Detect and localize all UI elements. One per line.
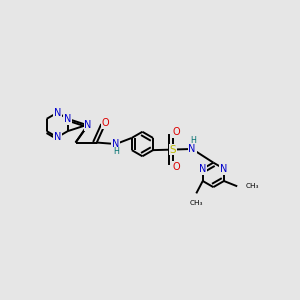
Text: H: H	[113, 147, 119, 156]
Text: N: N	[64, 114, 71, 124]
Text: CH₃: CH₃	[190, 200, 203, 206]
Text: N: N	[84, 119, 92, 130]
Text: O: O	[173, 162, 180, 172]
Text: N: N	[188, 144, 196, 154]
Text: H: H	[190, 136, 196, 145]
Text: S: S	[170, 145, 176, 154]
Text: O: O	[173, 128, 180, 137]
Text: CH₃: CH₃	[245, 183, 259, 189]
Text: O: O	[102, 118, 110, 128]
Text: N: N	[54, 132, 61, 142]
Text: N: N	[220, 164, 228, 174]
Text: N: N	[54, 108, 61, 118]
Text: N: N	[199, 164, 206, 174]
Text: N: N	[112, 139, 120, 149]
Text: N: N	[84, 120, 92, 130]
